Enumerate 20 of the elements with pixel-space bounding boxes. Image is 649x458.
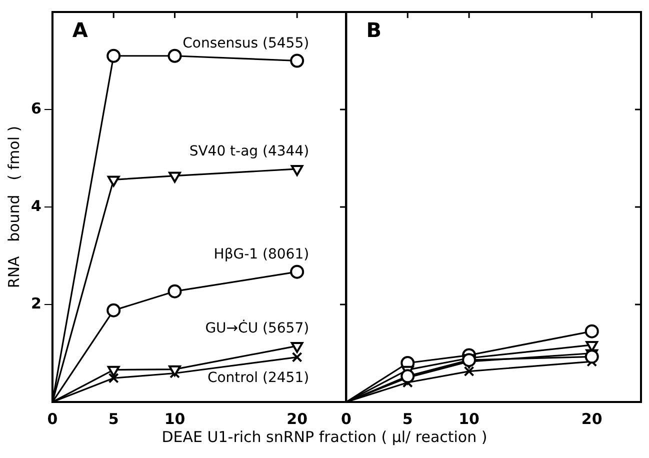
x-tick-label: 5 [402, 410, 413, 428]
x-tick-label: 5 [108, 410, 119, 428]
x-axis-title: DEAE U1-rich snRNP fraction ( µl/ reaction ) [160, 428, 488, 446]
x-tick-label: 20 [581, 410, 602, 428]
x-tick-label: 0 [341, 410, 352, 428]
series-label: Consensus (5455) [182, 35, 310, 52]
series-label: GU→ĊU (5657) [205, 320, 310, 337]
x-tick-label: 10 [458, 410, 480, 428]
y-axis-title: RNA bound ( fmol ) [4, 126, 23, 288]
series-label: Control (2451) [207, 370, 310, 386]
chart-title: A [72, 18, 88, 42]
y-tick-label: 6 [31, 99, 42, 118]
series-label: HβG-1 (8061) [214, 246, 310, 262]
chart-title: B [366, 18, 382, 42]
y-tick-label: 4 [31, 196, 42, 215]
x-tick-label: 20 [286, 410, 308, 428]
y-tick-label: 2 [31, 294, 42, 312]
x-tick-label: 0 [47, 410, 58, 428]
x-tick-label: 10 [164, 410, 186, 428]
series-label: SV40 t-ag (4344) [189, 144, 310, 160]
